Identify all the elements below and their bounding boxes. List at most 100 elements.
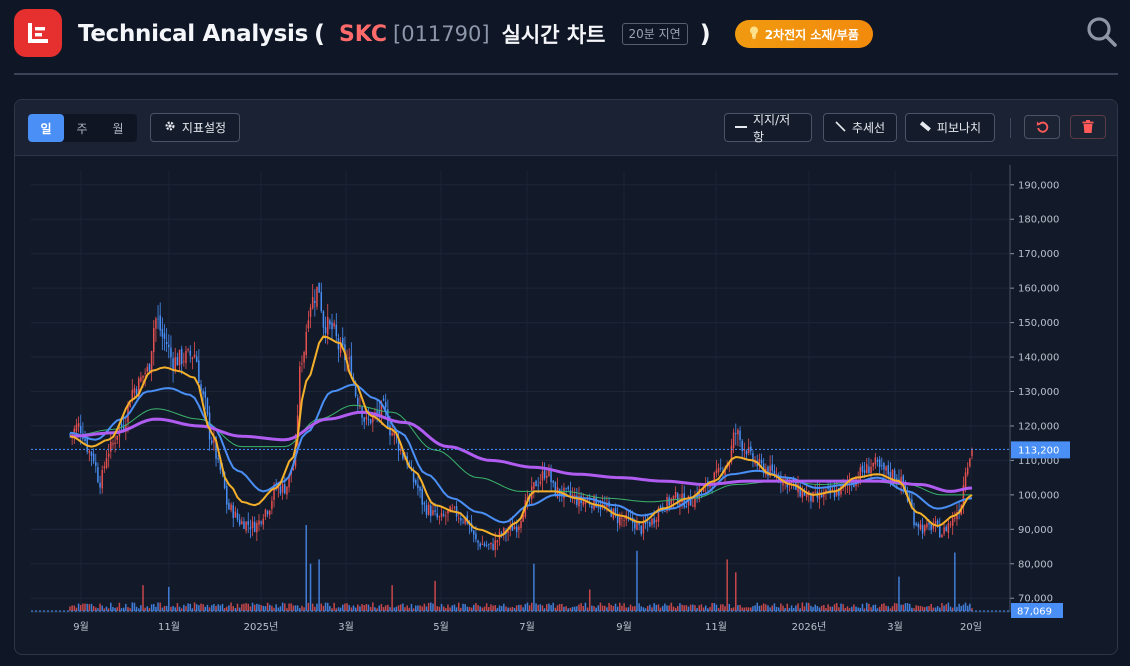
volume-bar (500, 606, 503, 611)
volume-bar (208, 607, 211, 611)
candle-body (148, 364, 151, 372)
candle-body (232, 505, 234, 518)
candle-body (483, 543, 486, 546)
volume-badge (1011, 603, 1063, 618)
candle-body (833, 491, 836, 497)
volume-bar (640, 606, 643, 611)
theme-badge[interactable]: 2차전지 소재/부품 (734, 20, 873, 48)
fibonacci-button[interactable]: 피보나치 (905, 113, 995, 142)
candle-body (432, 510, 434, 515)
volume-bar (185, 606, 187, 611)
candle-body (820, 493, 823, 498)
volume-bar (71, 605, 73, 611)
volume-bar (567, 608, 569, 611)
candle-body (339, 341, 342, 353)
candle-body (183, 360, 185, 362)
candle-body (812, 491, 814, 503)
candle-body (850, 480, 853, 485)
candle-body (178, 350, 181, 366)
candle-body (153, 327, 155, 353)
volume-bar (492, 605, 494, 611)
candle-body (131, 389, 134, 402)
volume-bar (507, 607, 509, 611)
candle-body (565, 487, 567, 489)
candle-body (893, 470, 896, 480)
candle-body (838, 487, 840, 496)
volume-bar (919, 605, 922, 611)
volume-bar (305, 525, 307, 611)
volume-bar (541, 605, 544, 611)
candle-body (299, 366, 301, 417)
candle-body (288, 474, 290, 488)
volume-bar (442, 606, 445, 611)
volume-bar (380, 604, 383, 611)
period-daily-button[interactable]: 일 (28, 114, 64, 142)
volume-bar (683, 605, 685, 611)
candle-body (110, 441, 112, 452)
y-tick-label: 140,000 (1018, 353, 1059, 364)
period-monthly-button[interactable]: 월 (112, 121, 124, 136)
y-tick-label: 150,000 (1018, 318, 1059, 329)
trendline-button[interactable]: 추세선 (823, 113, 897, 142)
candle-body (936, 520, 939, 524)
gear-icon (164, 120, 176, 135)
volume-bar (462, 603, 464, 611)
volume-bar (889, 608, 892, 611)
candle-body (868, 466, 870, 474)
volume-bar (116, 607, 118, 611)
volume-bar (226, 606, 228, 611)
volume-bar (535, 603, 537, 611)
ma20-line (69, 383, 973, 524)
candle-body (737, 429, 739, 435)
chart-logo-icon[interactable] (14, 9, 62, 57)
support-resistance-button[interactable]: 지지/저항 (724, 113, 812, 144)
candle-body (651, 518, 653, 525)
candle-body (825, 489, 827, 493)
volume-bar (949, 606, 952, 611)
candle-body (911, 499, 913, 509)
volume-bar (715, 604, 718, 611)
candle-body (479, 543, 481, 547)
volume-bar (722, 604, 724, 611)
candle-body (653, 518, 655, 524)
volume-bar (273, 607, 275, 611)
volume-bar (101, 605, 103, 611)
candle-body (964, 472, 967, 488)
candle-body (741, 440, 743, 452)
volume-bar (84, 603, 86, 611)
volume-bar (142, 585, 144, 611)
candle-body (159, 315, 161, 331)
volume-bar (870, 607, 872, 611)
reset-button[interactable] (1024, 115, 1060, 139)
volume-bar (421, 606, 423, 611)
search-icon[interactable] (1086, 16, 1118, 48)
volume-bar (780, 603, 782, 611)
volume-bar (777, 607, 780, 611)
volume-bar (82, 603, 84, 611)
volume-bar (436, 606, 438, 611)
volume-bar (279, 606, 282, 611)
volume-bar (878, 606, 881, 611)
trash-icon (1082, 118, 1094, 137)
delete-button[interactable] (1070, 115, 1106, 139)
volume-bar (144, 607, 146, 611)
candle-body (140, 377, 142, 382)
indicator-settings-button[interactable]: 지표설정 (150, 113, 240, 142)
volume-bar (391, 585, 393, 611)
candle-body (634, 521, 636, 529)
candle-body (649, 522, 651, 527)
price-chart[interactable]: 190,000 180,000 170,000 160,000 150,000 140,0… (15, 157, 1117, 654)
diagonal-line-icon (835, 120, 846, 135)
volume-bar (861, 603, 864, 611)
candle-body (90, 451, 93, 456)
volume-bar (939, 607, 941, 611)
candle-body (623, 520, 625, 521)
theme-badge-label: 2차전지 소재/부품 (764, 27, 859, 42)
volume-bar (874, 604, 877, 611)
volume-bar (266, 602, 269, 611)
volume-bar (88, 604, 91, 611)
period-weekly-button[interactable]: 주 (76, 121, 88, 136)
volume-bar (604, 605, 606, 611)
x-tick-label: 5월 (433, 621, 449, 633)
volume-bar (490, 604, 492, 611)
